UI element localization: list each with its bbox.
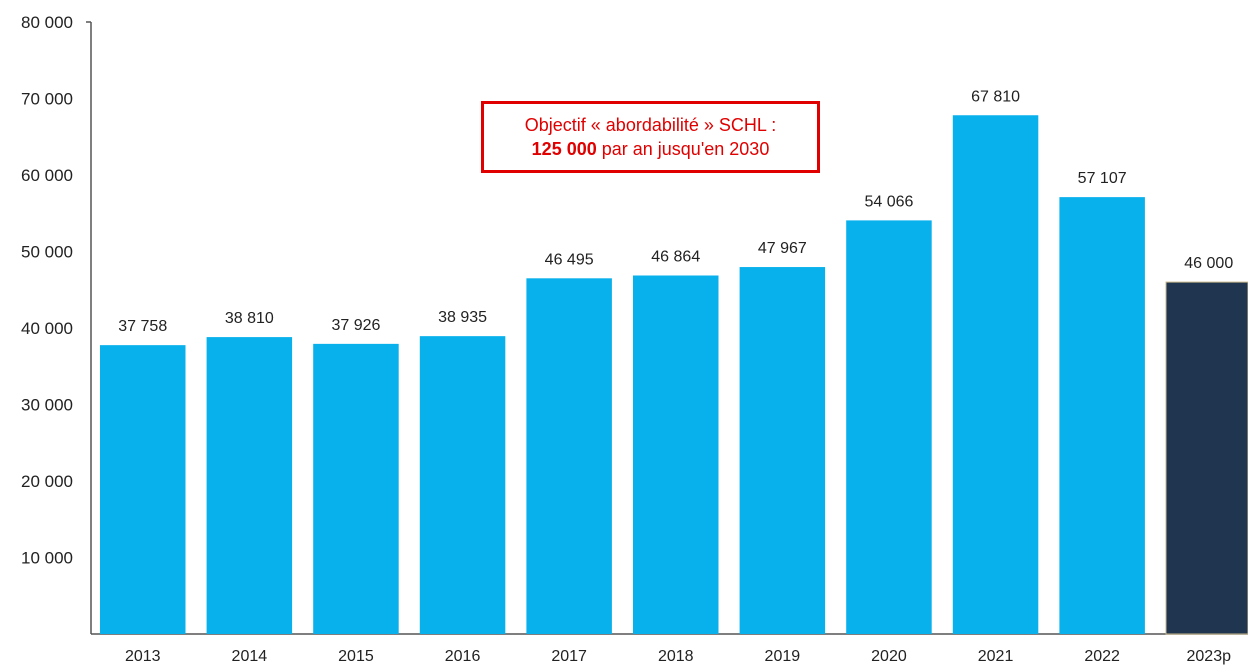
bar-value-label: 38 810 xyxy=(225,310,274,327)
y-tick-labels: 10 000 20 000 30 000 40 000 50 000 60 000 70 0… xyxy=(21,13,73,568)
x-tick-label: 2016 xyxy=(445,648,481,665)
bar-value-label: 67 810 xyxy=(971,88,1020,105)
bar-value-label: 47 967 xyxy=(758,240,807,257)
bar-value-label: 37 758 xyxy=(118,318,167,335)
x-tick-label: 2017 xyxy=(551,648,587,665)
x-tick-label: 2014 xyxy=(232,648,268,665)
x-tick-label: 2013 xyxy=(125,648,161,665)
x-tick-label: 2019 xyxy=(765,648,801,665)
affordability-target-callout: Objectif « abordabilité » SCHL : 125 000… xyxy=(481,101,820,173)
bar-value-label: 46 495 xyxy=(545,251,594,268)
bar xyxy=(206,337,293,634)
bar-value-labels: 37 758 38 810 37 926 38 935 46 495 46 864 47 9… xyxy=(118,88,1233,335)
callout-target-text: par an jusqu'en 2030 xyxy=(596,139,770,159)
x-tick-labels: 2013 2014 2015 2016 2017 2018 2019 2020 2021 2022… xyxy=(125,648,1231,665)
bar xyxy=(1059,197,1145,634)
y-tick-label: 60 000 xyxy=(21,166,73,185)
bar xyxy=(846,220,932,635)
callout-line-2: 125 000 par an jusqu'en 2030 xyxy=(532,137,770,161)
bar xyxy=(739,267,826,634)
bar-value-label: 54 066 xyxy=(864,193,913,210)
bar-value-label: 46 864 xyxy=(651,248,700,265)
bar xyxy=(952,115,1039,635)
x-tick-label: 2023p xyxy=(1187,648,1232,665)
y-tick-label: 30 000 xyxy=(21,396,73,415)
bar xyxy=(526,278,612,634)
y-tick-label: 80 000 xyxy=(21,13,73,32)
y-tick-label: 50 000 xyxy=(21,243,73,262)
y-tick-label: 70 000 xyxy=(21,90,73,109)
bar xyxy=(100,345,186,634)
x-tick-label: 2020 xyxy=(871,648,907,665)
bar-value-label: 57 107 xyxy=(1078,170,1127,187)
x-tick-label: 2021 xyxy=(978,648,1014,665)
y-tick-label: 10 000 xyxy=(21,549,73,568)
x-tick-label: 2015 xyxy=(338,648,374,665)
x-tick-label: 2018 xyxy=(658,648,694,665)
x-tick-label: 2022 xyxy=(1084,648,1120,665)
bar-value-label: 38 935 xyxy=(438,309,487,326)
bar xyxy=(633,275,719,634)
y-tick-label: 20 000 xyxy=(21,472,73,491)
callout-target-value: 125 000 xyxy=(531,139,597,159)
bar-value-label: 46 000 xyxy=(1184,255,1233,272)
bar xyxy=(313,343,399,634)
bar xyxy=(419,336,506,634)
callout-line-1: Objectif « abordabilité » SCHL : xyxy=(524,115,777,135)
bar-projection xyxy=(1165,281,1248,635)
y-tick-label: 40 000 xyxy=(21,319,73,338)
bar-value-label: 37 926 xyxy=(331,317,380,334)
bars xyxy=(100,115,1248,635)
